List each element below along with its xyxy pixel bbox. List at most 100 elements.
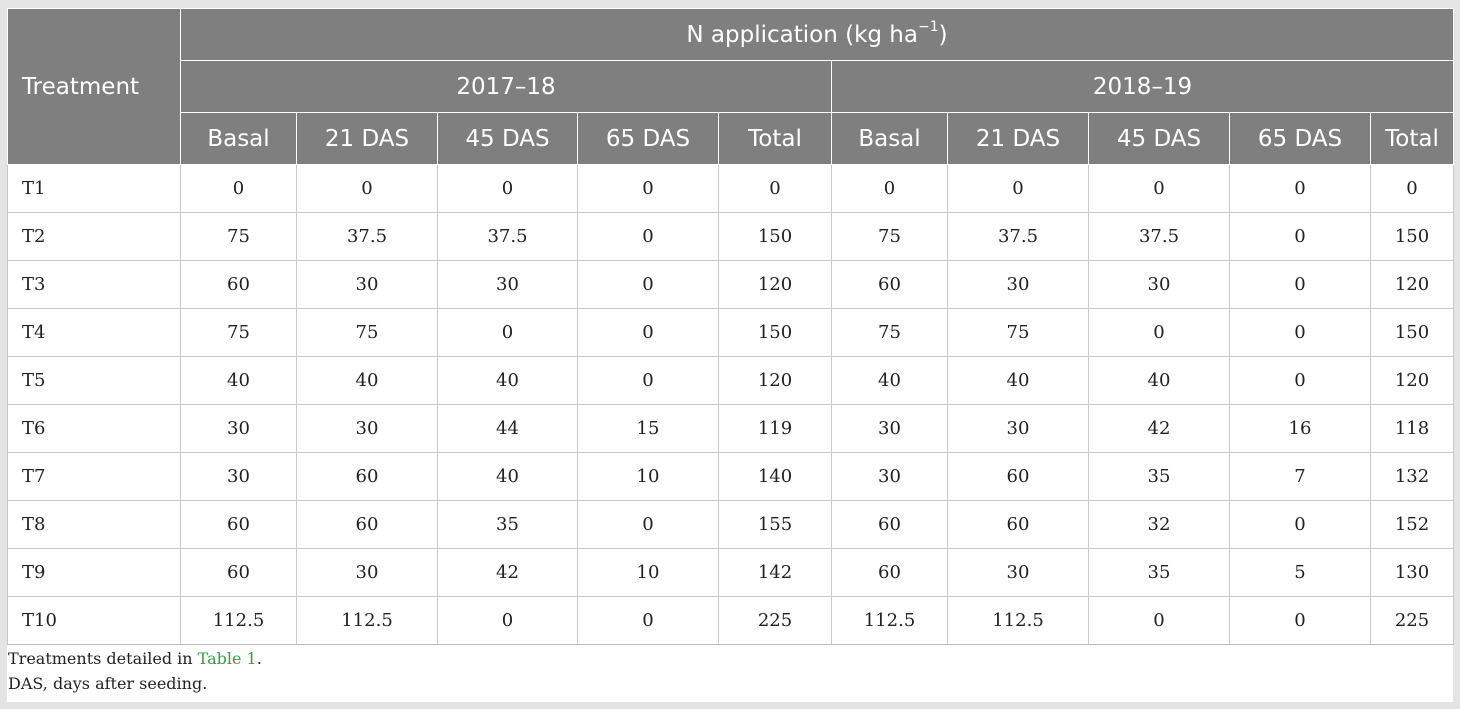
cell: 0 [1369,164,1455,213]
cell: 30 [180,404,297,453]
subcol-65das-y2: 65 DAS [1229,112,1371,165]
cell: 40 [437,452,578,501]
row-label: T5 [7,356,181,405]
cell: 0 [296,164,438,213]
cell: 35 [1088,548,1230,597]
cell: 140 [718,452,832,501]
table-row: T1 0 0 0 0 0 0 0 0 0 0 [7,164,1455,213]
cell: 0 [1229,260,1371,309]
row-label: T9 [7,548,181,597]
table-row: T7 30 60 40 10 140 30 60 35 7 132 [7,452,1455,501]
cell: 0 [1088,308,1230,357]
cell: 130 [1369,548,1455,597]
cell: 40 [437,356,578,405]
cell: 30 [296,260,438,309]
cell: 42 [1088,404,1230,453]
table-row: T5 40 40 40 0 120 40 40 40 0 120 [7,356,1455,405]
cell: 0 [947,164,1089,213]
cell: 75 [180,212,297,261]
cell: 142 [718,548,832,597]
cell: 30 [296,548,438,597]
cell: 0 [577,164,719,213]
cell: 119 [718,404,832,453]
subcol-basal-y1: Basal [180,112,297,165]
cell: 32 [1088,500,1230,549]
cell: 0 [1088,596,1230,645]
row-label: T1 [7,164,181,213]
cell: 44 [437,404,578,453]
cell: 30 [831,404,948,453]
cell: 150 [1369,308,1455,357]
row-label: T3 [7,260,181,309]
table-1-link[interactable]: Table 1 [197,649,257,668]
cell: 0 [437,596,578,645]
cell: 60 [180,500,297,549]
cell: 37.5 [437,212,578,261]
cell: 150 [1369,212,1455,261]
cell: 155 [718,500,832,549]
cell: 150 [718,308,832,357]
cell: 0 [577,308,719,357]
cell: 0 [718,164,832,213]
footnote-suffix: . [256,649,262,668]
cell: 60 [947,452,1089,501]
cell: 0 [1229,212,1371,261]
cell: 225 [718,596,832,645]
row-label: T6 [7,404,181,453]
cell: 0 [1229,596,1371,645]
row-label: T8 [7,500,181,549]
unit-exponent: −1 [917,18,939,35]
cell: 0 [577,212,719,261]
subcol-65das-y1: 65 DAS [577,112,719,165]
cell: 40 [296,356,438,405]
cell: 10 [577,452,719,501]
cell: 40 [1088,356,1230,405]
cell: 60 [180,260,297,309]
cell: 30 [947,260,1089,309]
row-label: T7 [7,452,181,501]
table-row: T3 60 30 30 0 120 60 30 30 0 120 [7,260,1455,309]
cell: 40 [180,356,297,405]
cell: 0 [577,356,719,405]
year-header-2017-18: 2017–18 [180,60,832,113]
row-label: T2 [7,212,181,261]
footnote-das: DAS, days after seeding. [8,674,208,693]
table-row: T8 60 60 35 0 155 60 60 32 0 152 [7,500,1455,549]
table-body: T1 0 0 0 0 0 0 0 0 0 0 T2 75 37.5 37.5 0 150 75 37.5 37.5 0… [7,164,1455,645]
cell: 0 [1088,164,1230,213]
cell: 35 [437,500,578,549]
cell: 120 [1369,356,1455,405]
cell: 0 [437,164,578,213]
cell: 30 [437,260,578,309]
n-application-label: N application (kg ha [686,21,918,48]
cell: 132 [1369,452,1455,501]
table-row: T2 75 37.5 37.5 0 150 75 37.5 37.5 0 150 [7,212,1455,261]
cell: 75 [296,308,438,357]
treatment-header: Treatment [7,8,181,165]
year-header-2018-19: 2018–19 [830,60,1455,113]
cell: 0 [577,260,719,309]
cell: 30 [947,548,1089,597]
subcol-total-y2: Total [1369,112,1455,165]
cell: 10 [577,548,719,597]
cell: 0 [180,164,297,213]
cell: 30 [296,404,438,453]
cell: 35 [1088,452,1230,501]
cell: 0 [577,596,719,645]
cell: 112.5 [180,596,297,645]
cell: 152 [1369,500,1455,549]
cell: 0 [1229,308,1371,357]
cell: 15 [577,404,719,453]
cell: 75 [947,308,1089,357]
cell: 40 [947,356,1089,405]
subcol-45das-y1: 45 DAS [437,112,578,165]
subcol-45das-y2: 45 DAS [1088,112,1230,165]
cell: 112.5 [947,596,1089,645]
cell: 60 [947,500,1089,549]
table-frame: Treatment N application (kg ha−1) 2017–1… [7,8,1455,702]
subcol-21das-y1: 21 DAS [296,112,438,165]
cell: 30 [180,452,297,501]
cell: 75 [831,308,948,357]
cell: 60 [831,500,948,549]
cell: 30 [1088,260,1230,309]
